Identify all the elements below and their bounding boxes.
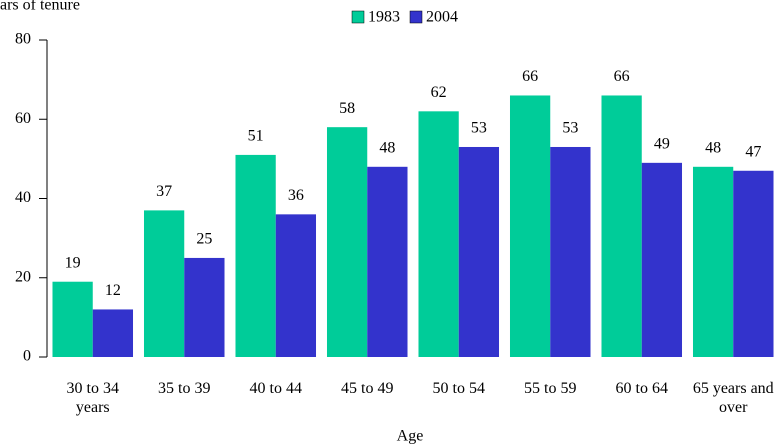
data-label: 53 [471, 120, 487, 137]
x-axis-title: Age [397, 428, 424, 445]
data-label: 66 [522, 68, 538, 85]
bar [367, 166, 408, 357]
bar [52, 281, 93, 357]
legend-swatch [409, 10, 423, 24]
data-label: 48 [705, 139, 721, 156]
y-tick-label: 40 [15, 189, 31, 206]
y-tick-label: 0 [23, 348, 31, 365]
data-label: 49 [654, 136, 670, 153]
bar [458, 146, 500, 357]
x-tick-label: 40 to 44 [249, 380, 302, 397]
bar [275, 214, 317, 357]
x-tick-label: 50 to 54 [432, 380, 485, 397]
x-tick-label: 35 to 39 [158, 380, 211, 397]
legend-label: 2004 [426, 9, 458, 26]
bar [601, 95, 642, 357]
x-tick-label: 60 to 64 [615, 380, 668, 397]
bar [184, 257, 225, 357]
data-label: 58 [339, 100, 355, 117]
x-tick-label: 30 to 34 years [66, 380, 119, 416]
data-label: 53 [562, 120, 578, 137]
bar [692, 166, 734, 357]
data-label: 12 [105, 282, 121, 299]
bar [326, 127, 368, 357]
data-label: 25 [196, 231, 212, 248]
data-label: 48 [379, 139, 395, 156]
bar [550, 146, 591, 357]
data-label: 62 [431, 84, 447, 101]
data-label: 37 [156, 183, 172, 200]
bar [509, 95, 551, 357]
data-label: 66 [614, 68, 630, 85]
bar [92, 309, 134, 357]
y-axis-title: ars of tenure [0, 0, 80, 14]
legend-label: 1983 [368, 9, 400, 26]
y-tick-label: 20 [15, 268, 31, 285]
data-label: 47 [745, 143, 761, 160]
data-label: 51 [248, 128, 264, 145]
y-tick-label: 60 [15, 110, 31, 127]
data-label: 36 [288, 187, 304, 204]
legend-swatch [351, 10, 365, 24]
y-tick-label: 80 [15, 31, 31, 48]
x-tick-label: 55 to 59 [524, 380, 577, 397]
x-tick-label: 65 years and over [692, 380, 774, 416]
bar [143, 210, 185, 357]
bar [418, 111, 459, 357]
bar [733, 170, 774, 357]
bar [235, 154, 276, 357]
bar [641, 162, 683, 357]
data-label: 19 [65, 254, 81, 271]
x-tick-label: 45 to 49 [341, 380, 394, 397]
